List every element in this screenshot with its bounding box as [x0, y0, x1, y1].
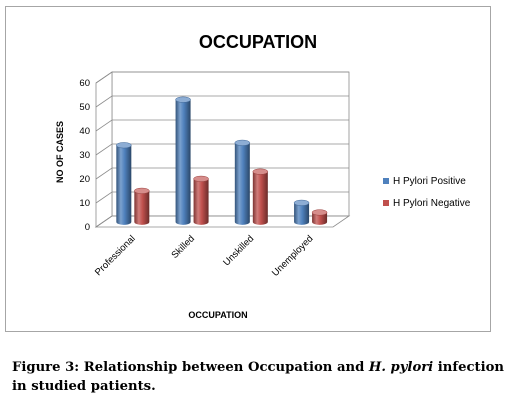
figure-caption: Figure 3: Relationship between Occupatio…	[12, 358, 512, 396]
x-tick-label: Skilled	[169, 233, 197, 261]
y-axis-label: NO OF CASES	[55, 121, 65, 183]
bar-cap	[293, 199, 310, 206]
bar-cap	[134, 187, 150, 194]
bar-h-pylori-negative-professional	[134, 187, 150, 225]
y-tick-label: 10	[79, 198, 90, 209]
x-tick-label: Professional	[93, 233, 138, 278]
bar-h-pylori-positive-unskilled	[234, 139, 251, 225]
bar-cap	[311, 209, 328, 216]
bar-h-pylori-negative-unemployed	[311, 209, 328, 225]
bar-body	[252, 171, 268, 225]
x-tick-label: Unskilled	[221, 233, 256, 268]
bar-h-pylori-positive-unemployed	[293, 199, 310, 225]
gridline	[95, 215, 349, 228]
bar-cap	[175, 96, 191, 103]
gridline	[95, 191, 349, 204]
bar-cap	[116, 142, 132, 149]
caption-italic: H. pylori	[368, 360, 434, 375]
x-axis-label: OCCUPATION	[188, 310, 247, 320]
bar-cap	[193, 175, 209, 182]
floor	[94, 215, 351, 228]
gridline	[95, 119, 349, 132]
y-tick-label: 30	[79, 150, 90, 161]
y-tick-label: 50	[79, 102, 90, 113]
y-tick-label: 0	[85, 222, 90, 233]
y-tick-label: 20	[79, 174, 90, 185]
chart-title: OCCUPATION	[199, 32, 317, 52]
bar-cap	[252, 168, 269, 175]
y-tick-label: 40	[79, 126, 90, 137]
bar-h-pylori-positive-professional	[116, 142, 132, 225]
bar-cap	[234, 139, 251, 146]
bar-h-pylori-negative-skilled	[193, 175, 209, 225]
legend: H Pylori Positive H Pylori Negative	[383, 176, 471, 209]
legend-label: H Pylori Negative	[393, 198, 471, 209]
gridline	[95, 143, 349, 156]
caption-prefix: Figure 3: Relationship between Occupatio…	[12, 360, 369, 375]
x-tick-label: Unemployed	[270, 233, 315, 278]
bar-body	[312, 212, 328, 225]
plot-area: 0 10 20 30 40 50 60 Professional Skilled Unskille…	[79, 71, 351, 279]
caption-suffix: infection in studied patients.	[12, 360, 504, 394]
y-tick-label: 60	[79, 78, 90, 89]
bar-h-pylori-positive-skilled	[175, 96, 191, 225]
legend-label: H Pylori Positive	[393, 176, 466, 187]
bar-h-pylori-negative-unskilled	[252, 168, 269, 225]
bar-body	[175, 99, 191, 225]
gridline	[95, 95, 349, 108]
bar-body	[294, 202, 310, 225]
legend-swatch	[383, 178, 389, 184]
bar-body	[234, 142, 250, 225]
legend-swatch	[383, 200, 389, 206]
bar-body	[116, 145, 132, 225]
gridline	[95, 71, 349, 84]
bar-body	[193, 178, 209, 225]
chart-svg: OCCUPATION NO OF CASES OCCUPATION 0 10 20 3…	[55, 32, 471, 320]
bar-body	[134, 190, 150, 225]
gridline	[95, 167, 349, 180]
